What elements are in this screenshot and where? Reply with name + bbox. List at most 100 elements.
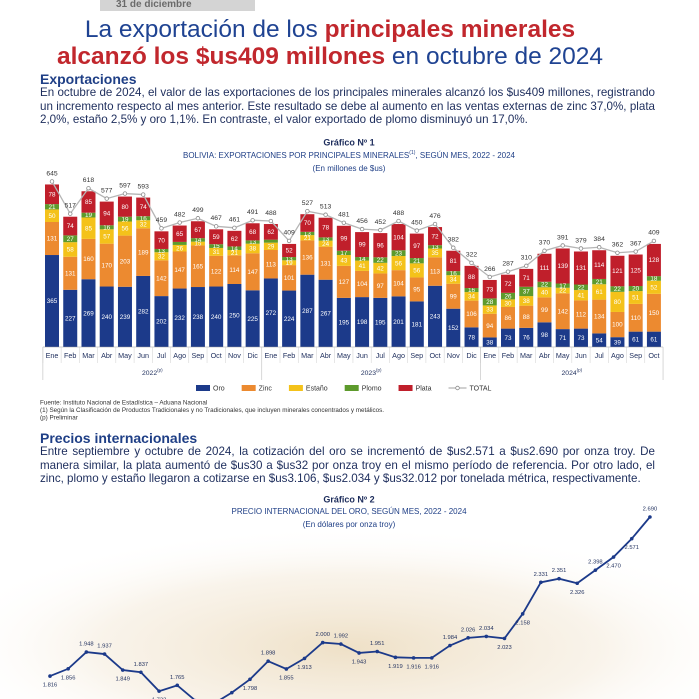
legend-swatch [398,385,413,391]
bar-segment [263,224,278,240]
total-marker [414,228,419,233]
price-marker [629,536,634,541]
bar-segment [172,225,187,242]
segment-label: 142 [156,275,167,282]
segment-label: 43 [340,258,348,265]
bar-segment [227,246,242,250]
bar-segment [355,260,370,271]
segment-label: 78 [322,225,330,232]
price-marker [157,689,161,693]
segment-label: 81 [450,258,458,265]
price-marker [302,656,307,661]
chart-title: BOLIVIA: EXPORTACIONES POR PRINCIPALES M… [183,150,516,160]
bar-segment [373,297,388,347]
date-tab: 31 de diciembre [100,0,255,11]
x-tick-label: Oct [648,351,659,360]
bar-segment [592,250,607,279]
segment-label: 15 [194,241,202,248]
segment-label: 16 [103,224,111,231]
price-marker [502,636,507,641]
bar-segment [464,300,479,328]
bar-segment [172,244,187,252]
price-marker [429,656,434,660]
segment-label: 201 [393,319,404,326]
bar-segment [446,271,461,276]
value-label: 1.919 [388,664,403,670]
value-label: 1.898 [261,651,276,657]
total-label: 597 [119,182,131,189]
bar-segment [573,290,588,301]
price-marker [593,568,598,572]
segment-label: 56 [395,260,403,267]
bar-segment [136,228,151,276]
bar-segment [428,227,443,246]
bar-segment [355,232,370,258]
segment-label: 85 [85,225,93,232]
total-marker [597,245,602,250]
total-label: 391 [557,234,569,241]
bar-segment [245,240,260,244]
segment-label: 147 [247,269,258,276]
value-label: 1.943 [352,659,367,665]
bar-segment [245,243,260,254]
segment-label: 365 [47,298,58,305]
segment-label: 38 [486,339,494,346]
price-marker [66,666,70,671]
bar-segment [45,204,59,210]
total-label: 287 [502,260,514,267]
x-tick-label: Mar [520,351,533,360]
bar-segment [136,275,151,347]
segment-label: 68 [249,229,257,236]
segment-label: 38 [523,298,531,305]
bar-segment [519,305,534,328]
price-marker [520,612,525,616]
bar-segment [282,243,297,258]
value-label: 2.000 [315,632,330,638]
x-tick-label: Abr [320,351,332,360]
x-tick-label: Oct [211,351,222,360]
x-tick-label: Ene [483,351,496,360]
segment-label: 85 [85,199,93,206]
segment-label: 61 [632,336,640,343]
title-segment: alcanzó los $us409 millones [56,43,386,70]
bar-segment [154,260,169,297]
segment-label: 34 [468,294,476,301]
segment-label: 111 [540,265,550,272]
x-tick-label: Mar [301,351,314,360]
bar-segment [263,239,278,243]
bar-segment [355,270,370,298]
segment-label: 195 [375,320,386,327]
x-tick-label: Abr [101,351,113,360]
segment-label: 19 [121,216,129,223]
total-label: 382 [448,237,460,244]
bar-segment [391,256,406,271]
bar-segment [537,322,552,347]
bar-segment [555,287,570,294]
bar-segment [628,286,643,292]
total-label: 488 [393,210,405,217]
value-label: 1.948 [79,642,94,648]
legend-marker [455,385,460,391]
bar-segment [117,216,132,222]
total-marker [451,245,456,250]
segment-label: 112 [576,312,587,319]
total-label: 499 [192,207,204,214]
bar-segment [63,216,78,236]
value-label: 1.984 [443,635,458,641]
total-marker [359,226,365,232]
bar-segment [300,235,315,241]
segment-label: 78 [48,191,56,198]
total-label: 527 [302,200,314,207]
segment-label: 150 [649,310,660,317]
x-tick-label: Nov [447,351,460,360]
x-tick-label: Jun [575,351,587,360]
bar-segment [537,297,552,323]
segment-label: 104 [393,280,404,287]
chart-subtitle: (En millones de $us) [313,164,386,173]
segment-label: 72 [432,233,440,240]
segment-label: 74 [140,204,148,211]
bar-segment [63,289,78,347]
segment-label: 152 [448,325,459,332]
